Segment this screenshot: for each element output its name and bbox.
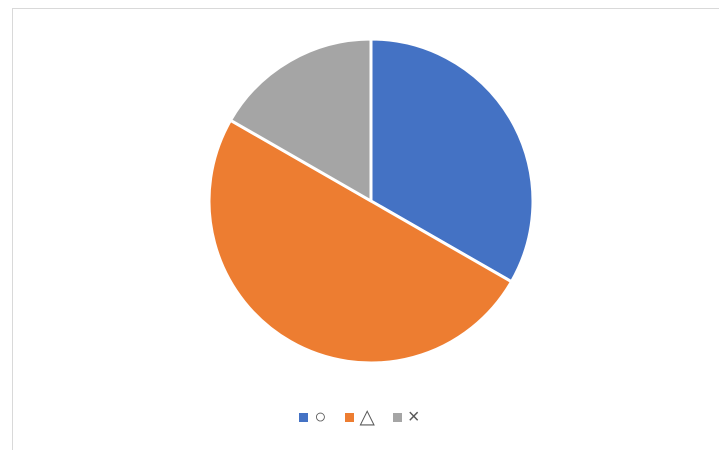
legend-swatch: [344, 412, 354, 422]
legend-label: △: [359, 406, 375, 428]
pie-slice: [207, 118, 513, 365]
pie-slice: [369, 37, 535, 284]
legend-label: ×: [407, 406, 420, 428]
legend-item: ○: [299, 405, 327, 429]
legend-swatch: [392, 412, 402, 422]
legend: ○ △ ×: [0, 400, 719, 434]
legend-item: △: [344, 405, 375, 429]
legend-label: ○: [314, 406, 327, 428]
legend-item: ×: [392, 405, 420, 429]
pie-slice: [229, 37, 373, 203]
legend-swatch: [299, 412, 309, 422]
